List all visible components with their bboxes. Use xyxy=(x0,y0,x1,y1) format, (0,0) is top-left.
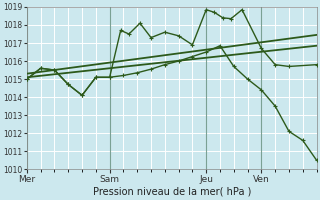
X-axis label: Pression niveau de la mer( hPa ): Pression niveau de la mer( hPa ) xyxy=(92,187,251,197)
